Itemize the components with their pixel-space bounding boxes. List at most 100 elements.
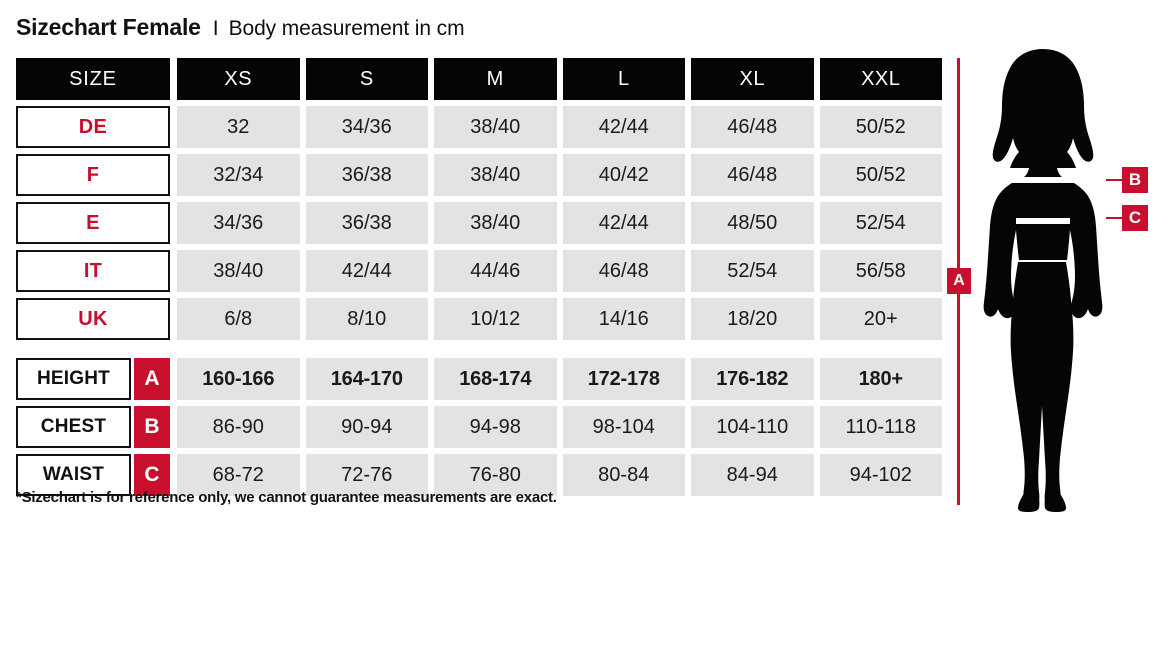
country-label-box: F xyxy=(16,154,170,196)
table-cell: 38/40 xyxy=(434,202,557,244)
table-cell: 46/48 xyxy=(691,154,814,196)
header-size-cells: XS S M L XL XXL xyxy=(177,58,942,100)
female-body-silhouette-icon xyxy=(983,49,1103,512)
country-label-box: IT xyxy=(16,250,170,292)
row-label: IT xyxy=(83,259,103,282)
table-cell: 84-94 xyxy=(691,454,814,496)
marker-badge-a: A xyxy=(134,358,170,400)
table-cell: 110-118 xyxy=(819,406,942,448)
row-label: F xyxy=(86,163,100,186)
waist-leader-line xyxy=(1106,217,1123,219)
table-cell: 18/20 xyxy=(691,298,814,340)
table-cell: 38/40 xyxy=(434,106,557,148)
table-cell: 8/10 xyxy=(305,298,428,340)
row-label-cell: WAIST C xyxy=(16,454,170,496)
title-separator: I xyxy=(212,17,219,40)
table-row: WAIST C 68-72 72-76 76-80 80-84 84-94 94… xyxy=(16,454,942,496)
table-cell: 68-72 xyxy=(177,454,300,496)
table-cell: 172-178 xyxy=(562,358,685,400)
size-header-box: SIZE xyxy=(16,58,170,100)
country-label-box: DE xyxy=(16,106,170,148)
row-label: HEIGHT xyxy=(37,368,110,389)
table-cell: 56/58 xyxy=(819,250,942,292)
table-cell: 34/36 xyxy=(305,106,428,148)
chest-leader-line xyxy=(1106,179,1123,181)
size-column-header: M xyxy=(434,58,557,100)
row-label: E xyxy=(86,211,100,234)
table-row: F 32/34 36/38 38/40 40/42 46/48 50/52 xyxy=(16,154,942,196)
table-cell: 52/54 xyxy=(691,250,814,292)
size-column-header: XL xyxy=(691,58,814,100)
row-label: UK xyxy=(78,307,108,330)
table-cell: 20+ xyxy=(819,298,942,340)
table-cell: 50/52 xyxy=(819,154,942,196)
row-cells: 32 34/36 38/40 42/44 46/48 50/52 xyxy=(177,106,942,148)
table-cell: 38/40 xyxy=(434,154,557,196)
figure-marker-c: C xyxy=(1122,205,1148,231)
size-header-label: SIZE xyxy=(69,67,117,90)
table-cell: 46/48 xyxy=(562,250,685,292)
table-cell: 160-166 xyxy=(177,358,300,400)
table-cell: 80-84 xyxy=(562,454,685,496)
row-label: WAIST xyxy=(42,464,105,485)
table-cell: 180+ xyxy=(819,358,942,400)
table-row: CHEST B 86-90 90-94 94-98 98-104 104-110… xyxy=(16,406,942,448)
size-column-header: L xyxy=(562,58,685,100)
measurement-label-box: CHEST xyxy=(16,406,131,448)
table-cell: 36/38 xyxy=(305,154,428,196)
row-label: CHEST xyxy=(40,416,107,437)
row-cells: 68-72 72-76 76-80 80-84 84-94 94-102 xyxy=(177,454,942,496)
table-cell: 94-98 xyxy=(434,406,557,448)
size-column-header: S xyxy=(305,58,428,100)
body-figure-panel: A B C xyxy=(940,40,1169,520)
row-label-cell: E xyxy=(16,202,170,244)
table-header-row: SIZE XS S M L XL XXL xyxy=(16,58,942,100)
marker-badge-b: B xyxy=(134,406,170,448)
figure-marker-a: A xyxy=(947,268,971,294)
table-cell: 72-76 xyxy=(305,454,428,496)
table-cell: 42/44 xyxy=(562,106,685,148)
table-cell: 32 xyxy=(177,106,300,148)
table-cell: 38/40 xyxy=(177,250,300,292)
table-cell: 34/36 xyxy=(177,202,300,244)
marker-badge-c: C xyxy=(134,454,170,496)
table-cell: 76-80 xyxy=(434,454,557,496)
row-label-cell: UK xyxy=(16,298,170,340)
table-cell: 98-104 xyxy=(562,406,685,448)
measurement-label-box: HEIGHT xyxy=(16,358,131,400)
table-cell: 176-182 xyxy=(691,358,814,400)
country-label-box: UK xyxy=(16,298,170,340)
table-cell: 90-94 xyxy=(305,406,428,448)
table-cell: 10/12 xyxy=(434,298,557,340)
table-cell: 32/34 xyxy=(177,154,300,196)
row-cells: 32/34 36/38 38/40 40/42 46/48 50/52 xyxy=(177,154,942,196)
row-cells: 6/8 8/10 10/12 14/16 18/20 20+ xyxy=(177,298,942,340)
table-cell: 168-174 xyxy=(434,358,557,400)
table-cell: 86-90 xyxy=(177,406,300,448)
table-cell: 164-170 xyxy=(305,358,428,400)
row-label-cell: HEIGHT A xyxy=(16,358,170,400)
table-cell: 6/8 xyxy=(177,298,300,340)
page-title-main: Sizechart Female xyxy=(16,14,201,40)
row-cells: 86-90 90-94 94-98 98-104 104-110 110-118 xyxy=(177,406,942,448)
row-label-cell: DE xyxy=(16,106,170,148)
sizechart-table: SIZE XS S M L XL XXL DE 32 34/36 38/40 4… xyxy=(16,58,942,502)
table-row: E 34/36 36/38 38/40 42/44 48/50 52/54 xyxy=(16,202,942,244)
table-cell: 42/44 xyxy=(305,250,428,292)
page-title: Sizechart Female I Body measurement in c… xyxy=(16,14,465,41)
measurement-label-box: WAIST xyxy=(16,454,131,496)
table-row: UK 6/8 8/10 10/12 14/16 18/20 20+ xyxy=(16,298,942,340)
table-cell: 40/42 xyxy=(562,154,685,196)
table-row: IT 38/40 42/44 44/46 46/48 52/54 56/58 xyxy=(16,250,942,292)
figure-marker-b: B xyxy=(1122,167,1148,193)
table-cell: 14/16 xyxy=(562,298,685,340)
footnote-text: *Sizechart is for reference only, we can… xyxy=(16,489,557,506)
size-column-header: XS xyxy=(177,58,300,100)
row-label-cell: F xyxy=(16,154,170,196)
country-label-box: E xyxy=(16,202,170,244)
table-cell: 46/48 xyxy=(691,106,814,148)
table-cell: 44/46 xyxy=(434,250,557,292)
table-row: DE 32 34/36 38/40 42/44 46/48 50/52 xyxy=(16,106,942,148)
row-cells: 34/36 36/38 38/40 42/44 48/50 52/54 xyxy=(177,202,942,244)
table-row: HEIGHT A 160-166 164-170 168-174 172-178… xyxy=(16,358,942,400)
